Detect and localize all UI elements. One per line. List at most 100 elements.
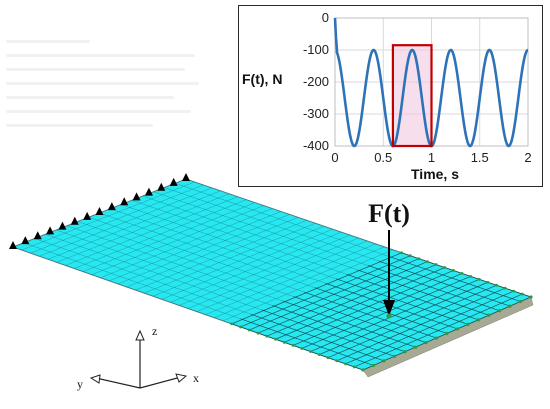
mesh-line [336, 287, 506, 362]
support-triangle [107, 202, 116, 211]
node-dot [434, 263, 438, 266]
boundary-nodes [230, 251, 533, 372]
node-dot [317, 353, 321, 357]
x-axis-title: Time, s [411, 166, 459, 182]
node-dot [417, 257, 421, 261]
node-dot [512, 289, 516, 293]
ghost-line [6, 68, 185, 71]
node-dot [503, 286, 507, 290]
support-triangle [58, 221, 67, 230]
mesh-line [314, 287, 448, 334]
mesh-line [205, 243, 376, 315]
support-triangle [33, 231, 42, 240]
ghost-line [6, 96, 174, 99]
mesh-line [126, 217, 299, 288]
mesh-line [282, 300, 416, 348]
node-dot [466, 322, 470, 326]
force-label: F(t) [368, 199, 410, 228]
node-dot [486, 280, 490, 284]
node-dot [413, 345, 418, 349]
node-dot [508, 304, 512, 308]
refined-mesh-region [229, 251, 532, 371]
mesh-line [74, 199, 247, 269]
mesh-line [336, 278, 469, 325]
coordinate-triad: z x y [77, 324, 199, 391]
y-tick-label: -100 [303, 42, 329, 57]
node-dot [392, 354, 397, 358]
x-tick-label: 0.5 [374, 150, 392, 165]
x-axis-label: x [193, 371, 199, 385]
mesh-line [179, 234, 350, 306]
ghost-line [6, 40, 90, 43]
node-dot [460, 272, 464, 275]
mesh-line [144, 223, 316, 294]
mesh-line [187, 237, 359, 309]
mesh-line [304, 291, 437, 339]
mesh-line [319, 281, 489, 355]
arrow-head-icon [383, 300, 395, 316]
mesh-line [346, 274, 479, 321]
faint-background-text [6, 40, 216, 220]
node-dot [487, 313, 491, 317]
mesh-line [272, 305, 406, 353]
support-triangle [132, 192, 141, 201]
mesh-line [21, 181, 195, 251]
node-dot [344, 362, 347, 366]
mesh-line [310, 278, 480, 352]
node-dot [443, 266, 447, 269]
mesh-line [47, 190, 221, 260]
mesh-line [251, 314, 385, 362]
node-dot [497, 309, 502, 313]
support-triangle [21, 236, 30, 245]
support-triangle [95, 207, 104, 215]
node-dot [445, 331, 449, 336]
node-dot [434, 336, 439, 340]
support-triangle [182, 173, 190, 181]
mesh-line [100, 208, 273, 278]
node-dot [518, 299, 523, 304]
y-axis-label: y [77, 377, 83, 391]
mesh-line [292, 273, 463, 346]
node-dot [239, 325, 242, 329]
node-dot [282, 340, 286, 344]
ghost-line [6, 124, 153, 127]
node-dot [495, 283, 498, 287]
x-tick-label: 1 [428, 150, 435, 165]
node-dot [476, 318, 481, 322]
ghost-line [6, 110, 191, 113]
node-dot [455, 327, 460, 331]
support-triangle [70, 216, 79, 225]
mesh-line [389, 256, 521, 302]
node-dot [469, 274, 473, 278]
mesh-line [357, 269, 490, 316]
node-dot [309, 350, 312, 353]
mesh-line [65, 196, 238, 266]
mesh-line [261, 309, 395, 357]
mesh-line [399, 251, 532, 298]
node-dot [477, 277, 481, 281]
node-dot [403, 350, 407, 354]
y-tick-label: 0 [322, 10, 329, 25]
node-dot [529, 295, 533, 299]
mesh-line [214, 246, 385, 318]
node-dot [335, 359, 339, 363]
x-arrow-icon [175, 373, 188, 383]
node-dot [382, 359, 386, 363]
ghost-line [6, 54, 195, 57]
mesh-line [161, 228, 333, 300]
node-dot [426, 260, 429, 263]
ghost-line [6, 82, 200, 85]
x-tick-label: 1.5 [471, 150, 489, 165]
node-dot [326, 356, 330, 360]
y-arrow-icon [89, 374, 101, 384]
y-tick-label: -400 [303, 138, 329, 153]
node-dot [352, 365, 356, 369]
node-dot [371, 363, 376, 368]
force-time-chart: 0 -100 -200 -300 -400 0 0.5 1 1.5 2 F(t), N Time,… [238, 5, 543, 187]
y-axis-line [95, 377, 141, 389]
node-dot [520, 292, 524, 296]
mesh-line [30, 184, 204, 254]
mesh-line [135, 220, 307, 291]
